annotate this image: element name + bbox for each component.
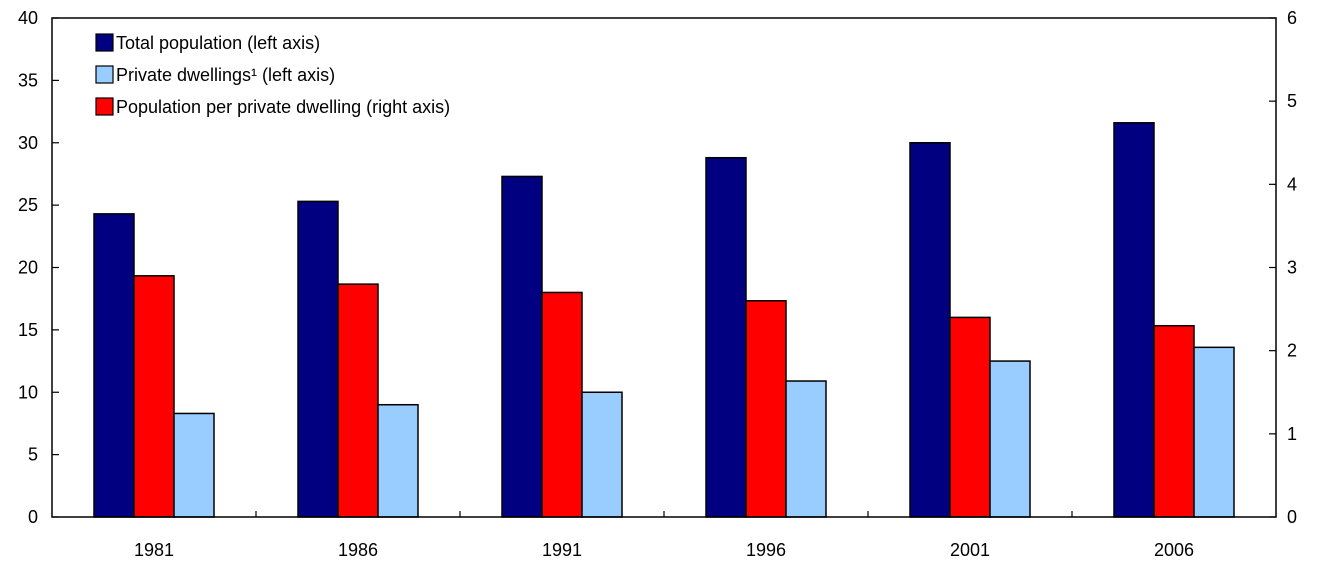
- bar-2001-s0: [909, 142, 951, 518]
- bar-1991-s2: [581, 391, 623, 518]
- axes-layer: 0 5 10 15 20 25 30 35 40 0 1 2 3 4 5 6 1981 1986 1991 1996 2…: [18, 8, 1297, 560]
- legend-label: Population per private dwelling (right a…: [116, 97, 450, 117]
- right-tick-label: 6: [1287, 8, 1297, 28]
- bars-layer: [93, 122, 1235, 518]
- legend-label: Total population (left axis): [116, 33, 320, 53]
- x-tick-label: 2006: [1154, 540, 1194, 560]
- bar-1996-s1: [745, 300, 787, 518]
- bar-2006-s2: [1193, 346, 1235, 518]
- right-tick-label: 4: [1287, 174, 1297, 194]
- bar-1986-s2: [377, 403, 419, 518]
- left-tick-label: 25: [18, 195, 38, 215]
- x-tick-label: 1991: [542, 540, 582, 560]
- bar-1996-s2: [785, 380, 827, 518]
- left-tick-label: 35: [18, 70, 38, 90]
- legend: Total population (left axis) Private dwel…: [95, 33, 450, 117]
- bar-1981-s2: [173, 412, 215, 518]
- left-tick-label: 20: [18, 258, 38, 278]
- bar-1986-s1: [337, 283, 379, 518]
- bar-1981-s1: [133, 275, 175, 518]
- bar-2001-s2: [989, 360, 1031, 518]
- x-tick-label: 1981: [134, 540, 174, 560]
- plot-frame: [51, 17, 1277, 518]
- bar-2006-s1: [1153, 324, 1195, 518]
- right-tick-label: 1: [1287, 424, 1297, 444]
- right-tick-label: 0: [1287, 507, 1297, 527]
- right-tick-label: 5: [1287, 91, 1297, 111]
- bar-1996-s0: [705, 156, 747, 518]
- x-tick-label: 2001: [950, 540, 990, 560]
- left-tick-label: 10: [18, 382, 38, 402]
- bar-1991-s1: [541, 291, 583, 518]
- x-tick-label: 1986: [338, 540, 378, 560]
- legend-swatch: [95, 97, 114, 116]
- right-tick-label: 3: [1287, 258, 1297, 278]
- right-tick-label: 2: [1287, 341, 1297, 361]
- x-tick-label: 1996: [746, 540, 786, 560]
- legend-swatch: [95, 65, 114, 84]
- left-tick-label: 30: [18, 133, 38, 153]
- bar-2006-s0: [1113, 122, 1155, 518]
- legend-swatch: [95, 33, 114, 52]
- bar-1991-s0: [501, 175, 543, 518]
- bar-1981-s0: [93, 213, 135, 518]
- bar-2001-s1: [949, 316, 991, 518]
- bar-1986-s0: [297, 200, 339, 518]
- left-tick-label: 15: [18, 320, 38, 340]
- left-tick-label: 40: [18, 8, 38, 28]
- legend-label: Private dwellings¹ (left axis): [116, 65, 335, 85]
- left-tick-label: 5: [28, 445, 38, 465]
- left-tick-label: 0: [28, 507, 38, 527]
